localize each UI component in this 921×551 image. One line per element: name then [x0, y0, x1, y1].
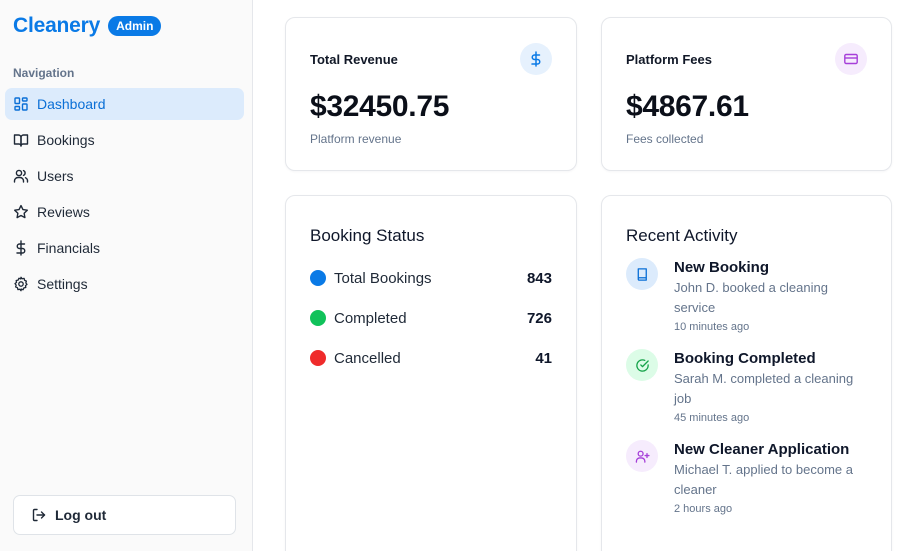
activity-description: Michael T. applied to become a cleaner [674, 462, 853, 497]
activity-item: New Cleaner Application Michael T. appli… [626, 440, 871, 517]
activity-title: Booking Completed [674, 350, 816, 367]
sidebar-item-label: Bookings [37, 132, 95, 148]
dollar-icon [13, 240, 29, 256]
sidebar: Cleanery Admin Navigation Dashboard Book… [0, 0, 253, 551]
activity-time: 45 minutes ago [674, 412, 750, 424]
user-plus-icon [626, 440, 658, 472]
activity-time: 10 minutes ago [674, 321, 750, 333]
activity-list: New Booking John D. booked a cleaning se… [626, 258, 871, 531]
status-list: Total Bookings 843 Completed 726 Cancell… [310, 258, 552, 378]
status-row-cancelled: Cancelled 41 [310, 338, 552, 378]
dashboard-icon [13, 96, 29, 112]
sidebar-item-label: Users [37, 168, 74, 184]
book-icon [13, 132, 29, 148]
status-row-completed: Completed 726 [310, 298, 552, 338]
status-label: Total Bookings [334, 269, 432, 287]
stat-value: $32450.75 [310, 90, 450, 123]
sidebar-item-label: Dashboard [37, 96, 106, 112]
activity-description: Sarah M. completed a cleaning job [674, 371, 854, 406]
sidebar-item-bookings[interactable]: Bookings [5, 124, 244, 156]
sidebar-item-users[interactable]: Users [5, 160, 244, 192]
sidebar-item-label: Reviews [37, 204, 90, 220]
activity-title: New Cleaner Application [674, 441, 850, 458]
platform-fees-card: Platform Fees $4867.61 Fees collected [601, 17, 892, 171]
activity-item: New Booking John D. booked a cleaning se… [626, 258, 871, 335]
stat-subtitle: Platform revenue [310, 132, 402, 146]
sidebar-item-settings[interactable]: Settings [5, 268, 244, 300]
activity-time: 2 hours ago [674, 503, 733, 515]
booking-status-card: Booking Status Total Bookings 843 Comple… [285, 195, 577, 551]
status-row-total: Total Bookings 843 [310, 258, 552, 298]
panel-title: Recent Activity [626, 226, 738, 245]
panel-title: Booking Status [310, 226, 425, 245]
sidebar-item-reviews[interactable]: Reviews [5, 196, 244, 228]
brand: Cleanery Admin [13, 14, 162, 38]
book-icon [626, 258, 658, 290]
status-count: 726 [526, 309, 552, 327]
sidebar-nav: Dashboard Bookings Users Reviews Financi… [5, 88, 244, 304]
gear-icon [13, 276, 29, 292]
sidebar-item-label: Financials [37, 240, 101, 256]
activity-description: John D. booked a cleaning service [674, 280, 828, 315]
status-count: 41 [535, 349, 552, 367]
status-dot [310, 270, 326, 286]
brand-name[interactable]: Cleanery [13, 14, 101, 37]
activity-item: Booking Completed Sarah M. completed a c… [626, 349, 871, 426]
status-dot [310, 310, 326, 326]
stat-title: Platform Fees [626, 52, 712, 67]
stat-title: Total Revenue [310, 52, 398, 67]
users-icon [13, 168, 29, 184]
sidebar-item-dashboard[interactable]: Dashboard [5, 88, 244, 120]
dollar-icon [520, 43, 552, 75]
check-circle-icon [626, 349, 658, 381]
nav-heading: Navigation [13, 66, 75, 80]
logout-label: Log out [55, 507, 107, 523]
logout-button[interactable]: Log out [13, 495, 236, 535]
status-count: 843 [526, 269, 552, 287]
credit-card-icon [835, 43, 867, 75]
sidebar-item-label: Settings [37, 276, 88, 292]
status-label: Cancelled [334, 349, 401, 367]
stat-subtitle: Fees collected [626, 132, 704, 146]
total-revenue-card: Total Revenue $32450.75 Platform revenue [285, 17, 577, 171]
star-icon [13, 204, 29, 220]
logout-icon [32, 508, 46, 522]
status-label: Completed [334, 309, 407, 327]
recent-activity-card: Recent Activity New Booking John D. book… [601, 195, 892, 551]
stat-value: $4867.61 [626, 90, 749, 123]
admin-badge: Admin [108, 16, 162, 36]
sidebar-item-financials[interactable]: Financials [5, 232, 244, 264]
status-dot [310, 350, 326, 366]
activity-title: New Booking [674, 259, 770, 276]
